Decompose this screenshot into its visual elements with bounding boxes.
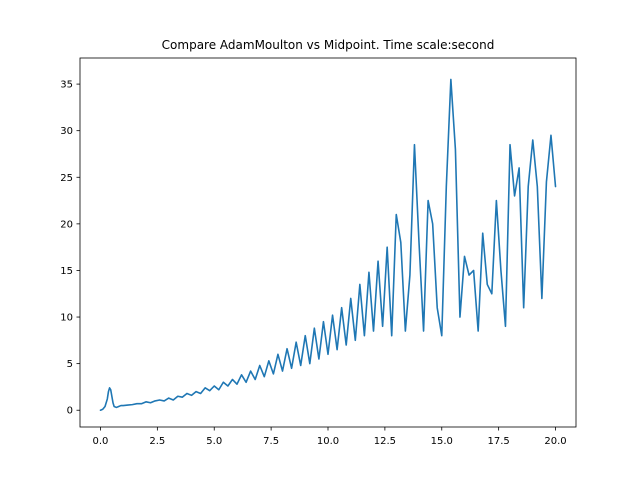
x-tick-label: 15.0 <box>431 436 453 447</box>
plot-frame <box>79 57 577 428</box>
x-tick-label: 12.5 <box>374 436 396 447</box>
axes-layer: 0.0 2.5 5.0 7.5 10.0 12.5 15.0 17.5 20.0 0 5 10 15 20… <box>60 80 566 447</box>
x-tick-label: 5.0 <box>206 436 222 447</box>
y-tick-label: 25 <box>60 173 73 184</box>
y-tick-label: 35 <box>60 80 73 91</box>
x-tick-label: 20.0 <box>544 436 566 447</box>
y-tick-label: 20 <box>60 219 73 230</box>
y-tick-label: 30 <box>60 126 73 137</box>
x-tick-label: 2.5 <box>149 436 165 447</box>
plot-area <box>80 58 576 427</box>
series-layer <box>99 78 557 412</box>
x-tick-label: 7.5 <box>263 436 279 447</box>
y-tick-label: 15 <box>60 266 73 277</box>
x-tick-label: 17.5 <box>488 436 510 447</box>
y-tick-label: 10 <box>60 313 73 324</box>
series-line <box>99 78 557 412</box>
x-tick-label: 10.0 <box>317 436 339 447</box>
chart-title: Compare AdamMoulton vs Midpoint. Time sc… <box>162 38 495 52</box>
y-tick-label: 0 <box>67 406 73 417</box>
x-tick-label: 0.0 <box>93 436 109 447</box>
y-tick-label: 5 <box>67 359 73 370</box>
